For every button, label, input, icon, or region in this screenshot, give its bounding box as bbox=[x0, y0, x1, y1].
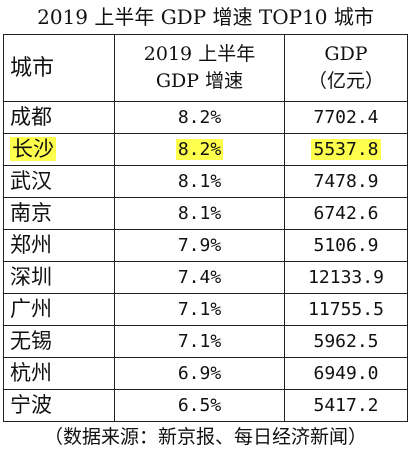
gdp-cell: 11755.5 bbox=[284, 293, 408, 326]
table-row: 武汉 8.1% 7478.9 bbox=[3, 165, 408, 198]
growth-cell-text: 6.5% bbox=[177, 395, 222, 416]
gdp-cell-text: 12133.9 bbox=[308, 267, 384, 288]
gdp-growth-table: 城市 2019 上半年 GDP 增速 GDP （亿元） 成都 8.2% 7702.4… bbox=[3, 34, 408, 422]
growth-cell-text: 7.9% bbox=[177, 235, 222, 256]
gdp-cell: 5106.9 bbox=[284, 229, 408, 262]
gdp-cell-text: 6949.0 bbox=[313, 363, 379, 384]
growth-cell: 7.9% bbox=[114, 229, 285, 262]
table-row: 深圳 7.4% 12133.9 bbox=[3, 261, 408, 294]
growth-cell-text: 8.2% bbox=[175, 139, 224, 160]
growth-cell: 8.2% bbox=[114, 133, 285, 166]
header-growth-line2: GDP 增速 bbox=[155, 70, 244, 92]
table-row: 郑州 7.9% 5106.9 bbox=[3, 229, 408, 262]
city-cell-text: 南京 bbox=[10, 201, 52, 225]
growth-cell: 6.9% bbox=[114, 357, 285, 390]
source-note: （数据来源：新京报、每日经济新闻） bbox=[43, 426, 367, 448]
gdp-cell-text: 5106.9 bbox=[313, 235, 379, 256]
gdp-cell: 6742.6 bbox=[284, 197, 408, 230]
header-gdp: GDP （亿元） bbox=[284, 34, 408, 102]
gdp-cell-text: 6742.6 bbox=[313, 203, 379, 224]
city-cell-text: 杭州 bbox=[10, 361, 52, 385]
city-cell: 宁波 bbox=[3, 389, 115, 422]
header-gdp-line2: （亿元） bbox=[307, 70, 384, 92]
growth-cell-text: 6.9% bbox=[177, 363, 222, 384]
city-cell-text: 宁波 bbox=[10, 393, 52, 417]
city-cell: 成都 bbox=[3, 101, 115, 134]
growth-cell-text: 7.1% bbox=[177, 299, 222, 320]
city-cell: 郑州 bbox=[3, 229, 115, 262]
gdp-cell: 7478.9 bbox=[284, 165, 408, 198]
gdp-cell-text: 11755.5 bbox=[308, 299, 384, 320]
header-city: 城市 bbox=[3, 34, 115, 102]
city-cell: 武汉 bbox=[3, 165, 115, 198]
gdp-cell-text: 7478.9 bbox=[313, 171, 379, 192]
table-row: 长沙 8.2% 5537.8 bbox=[3, 133, 408, 166]
city-cell-text: 长沙 bbox=[10, 137, 56, 161]
city-cell: 深圳 bbox=[3, 261, 115, 294]
table-header-row: 城市 2019 上半年 GDP 增速 GDP （亿元） bbox=[3, 34, 408, 102]
city-cell-text: 广州 bbox=[10, 297, 52, 321]
table-row: 成都 8.2% 7702.4 bbox=[3, 101, 408, 134]
city-cell: 杭州 bbox=[3, 357, 115, 390]
city-cell-text: 成都 bbox=[10, 105, 52, 129]
gdp-cell: 6949.0 bbox=[284, 357, 408, 390]
city-cell-text: 深圳 bbox=[10, 265, 52, 289]
growth-cell-text: 8.1% bbox=[177, 171, 222, 192]
header-growth: 2019 上半年 GDP 增速 bbox=[114, 34, 285, 102]
gdp-cell-text: 7702.4 bbox=[313, 107, 379, 128]
growth-cell: 7.4% bbox=[114, 261, 285, 294]
gdp-cell: 5962.5 bbox=[284, 325, 408, 358]
growth-cell-text: 7.4% bbox=[177, 267, 222, 288]
gdp-cell: 5537.8 bbox=[284, 133, 408, 166]
growth-cell: 8.2% bbox=[114, 101, 285, 134]
gdp-cell-text: 5417.2 bbox=[313, 395, 379, 416]
growth-cell-text: 7.1% bbox=[177, 331, 222, 352]
gdp-cell: 7702.4 bbox=[284, 101, 408, 134]
city-cell-text: 无锡 bbox=[10, 329, 52, 353]
gdp-cell-text: 5962.5 bbox=[313, 331, 379, 352]
growth-cell-text: 8.2% bbox=[177, 107, 222, 128]
growth-cell: 7.1% bbox=[114, 325, 285, 358]
gdp-cell: 12133.9 bbox=[284, 261, 408, 294]
gdp-cell: 5417.2 bbox=[284, 389, 408, 422]
city-cell: 南京 bbox=[3, 197, 115, 230]
city-cell: 长沙 bbox=[3, 133, 115, 166]
table-row: 宁波 6.5% 5417.2 bbox=[3, 389, 408, 422]
growth-cell: 8.1% bbox=[114, 165, 285, 198]
growth-cell: 7.1% bbox=[114, 293, 285, 326]
table-row: 无锡 7.1% 5962.5 bbox=[3, 325, 408, 358]
growth-cell: 6.5% bbox=[114, 389, 285, 422]
gdp-cell-text: 5537.8 bbox=[311, 139, 381, 160]
page-title: 2019 上半年 GDP 增速 TOP10 城市 bbox=[37, 5, 374, 29]
growth-cell: 8.1% bbox=[114, 197, 285, 230]
city-cell: 无锡 bbox=[3, 325, 115, 358]
header-gdp-line1: GDP bbox=[324, 43, 368, 65]
header-growth-line1: 2019 上半年 bbox=[143, 43, 256, 65]
table-row: 杭州 6.9% 6949.0 bbox=[3, 357, 408, 390]
table-row: 广州 7.1% 11755.5 bbox=[3, 293, 408, 326]
city-cell-text: 武汉 bbox=[10, 169, 52, 193]
city-cell: 广州 bbox=[3, 293, 115, 326]
table-row: 南京 8.1% 6742.6 bbox=[3, 197, 408, 230]
growth-cell-text: 8.1% bbox=[177, 203, 222, 224]
city-cell-text: 郑州 bbox=[10, 233, 52, 257]
